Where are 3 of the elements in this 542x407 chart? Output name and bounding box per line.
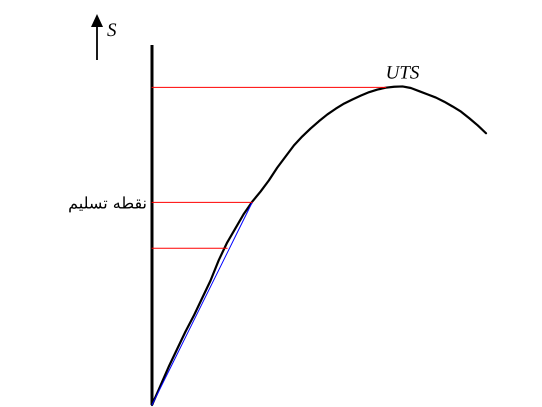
y-axis-title: S	[107, 20, 117, 41]
annotation: UTS	[386, 62, 420, 84]
text: نقطه تسلیم	[68, 193, 147, 212]
